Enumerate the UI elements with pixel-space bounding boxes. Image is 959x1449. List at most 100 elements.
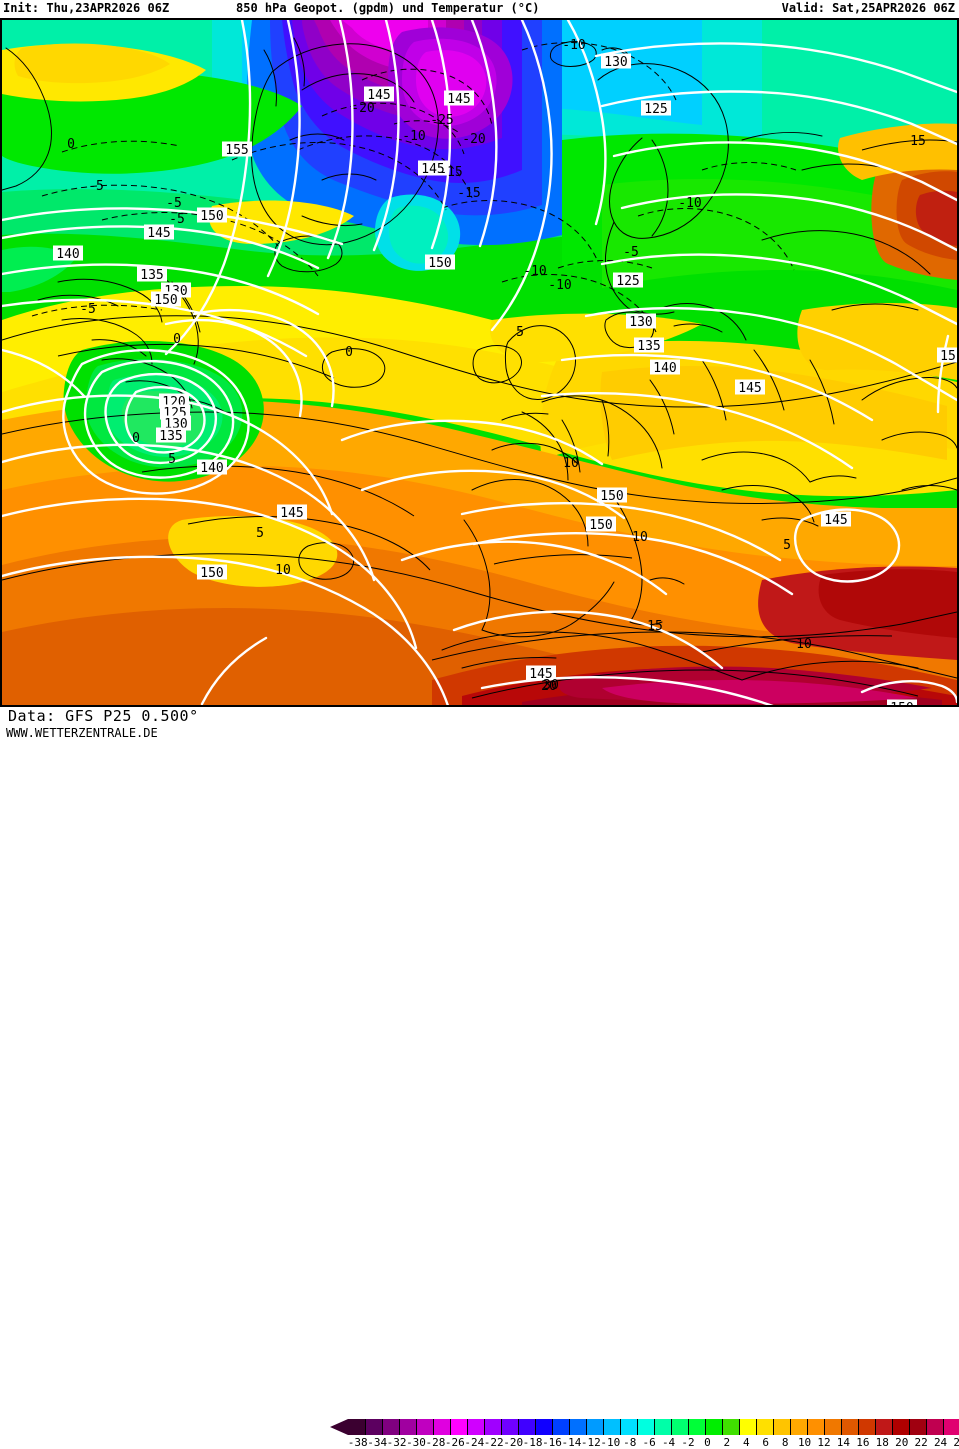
geopotential-label-box: [156, 427, 186, 443]
temperature-label: -20: [351, 101, 374, 116]
colorbar-cell: [518, 1419, 535, 1435]
geopotential-label-box: [887, 699, 917, 705]
weather-map-canvas[interactable]: 1551501451401351301501451451451301251501…: [2, 20, 957, 705]
temperature-label: 5: [783, 538, 791, 553]
colorbar-cell: [892, 1419, 909, 1435]
temperature-label: 0: [345, 345, 353, 360]
temperature-label: -10: [562, 38, 585, 53]
colorbar-cell: [382, 1419, 399, 1435]
temperature-label: -10: [523, 264, 546, 279]
temperature-label: 5: [256, 526, 264, 541]
geopotential-label: 145: [738, 381, 761, 396]
geopotential-label: 135: [140, 268, 163, 283]
geopotential-label-box: [526, 665, 556, 681]
geopotential-label-box: [197, 564, 227, 580]
geopotential-label-box: [634, 337, 664, 353]
colorbar-cell: [603, 1419, 620, 1435]
geopotential-label: 130: [604, 55, 627, 70]
geopotential-label: 145: [147, 226, 170, 241]
colorbar-cell: [671, 1419, 688, 1435]
geopotential-label: 125: [644, 102, 667, 117]
colorbar-cell: [909, 1419, 926, 1435]
geopotential-label: 150: [200, 566, 223, 581]
geopotential-label: 125: [616, 274, 639, 289]
geopotential-label: 135: [637, 339, 660, 354]
colorbar-cell: [552, 1419, 569, 1435]
temperature-label: 10: [563, 456, 579, 471]
temperature-label: -5: [80, 302, 96, 317]
colorbar-cell: [535, 1419, 552, 1435]
colorbar-cell: [569, 1419, 586, 1435]
colorbar-cell: [484, 1419, 501, 1435]
geopotential-label: 145: [421, 162, 444, 177]
geopotential-label: 130: [629, 315, 652, 330]
geopotential-label-box: [937, 347, 957, 363]
colorbar-cell: [722, 1419, 739, 1435]
colorbar-cell: [926, 1419, 943, 1435]
colorbar-cell: [688, 1419, 705, 1435]
colorbar-cell: [586, 1419, 603, 1435]
temperature-label: 5: [516, 325, 524, 340]
temperature-label: 10: [275, 563, 291, 578]
geopotential-label: 15: [940, 349, 956, 364]
geopotential-label: 140: [200, 461, 223, 476]
colorbar-cell: [637, 1419, 654, 1435]
colorbar-left-arrow: [330, 1419, 348, 1435]
geopotential-label-box: [821, 511, 851, 527]
geopotential-label-box: [626, 313, 656, 329]
colorbar-tick-label: 26: [953, 1436, 959, 1449]
geopotential-label: 145: [529, 667, 552, 682]
colorbar-cell: [620, 1419, 637, 1435]
page-title: 850 hPa Geopot. (gpdm) und Temperatur (°…: [236, 1, 540, 15]
temperature-label: -5: [169, 212, 185, 227]
temperature-colorbar[interactable]: -38 -34 -32 -30 -28 -26 -24 -22 -20 -18 -16 -14 -12-…: [330, 1418, 959, 1449]
colorbar-cell: [756, 1419, 773, 1435]
geopotential-label-box: [161, 415, 191, 431]
geopotential-label: 150: [600, 489, 623, 504]
colorbar-cell: [790, 1419, 807, 1435]
colorbar-cell: [654, 1419, 671, 1435]
geopotential-label: 145: [280, 506, 303, 521]
geopotential-label-box: [53, 245, 83, 261]
chart-header: Init: Thu,23APR2026 06Z 850 hPa Geopot. …: [0, 0, 959, 18]
data-source-label: Data: GFS P25 0.500°: [8, 707, 199, 725]
temperature-label: -10: [548, 278, 571, 293]
geopotential-label-box: [425, 254, 455, 270]
temperature-label: 10: [796, 637, 812, 652]
geopotential-label: 140: [653, 361, 676, 376]
chart-footer: Data: GFS P25 0.500° WWW.WETTERZENTRALE.…: [0, 707, 959, 1449]
temperature-label: -5: [623, 245, 639, 260]
temperature-label: 0: [173, 332, 181, 347]
geopotential-label-box: [613, 272, 643, 288]
geopotential-label: 150: [428, 256, 451, 271]
geopotential-label-box: [641, 100, 671, 116]
temperature-label: 0: [67, 137, 75, 152]
geopotential-label-box: [650, 359, 680, 375]
temperature-label: -5: [166, 196, 182, 211]
colorbar-cell: [943, 1419, 959, 1435]
colorbar-cell: [501, 1419, 518, 1435]
geopotential-label-box: [144, 224, 174, 240]
temperature-label: 5: [168, 452, 176, 467]
geopotential-label: 155: [225, 143, 248, 158]
geopotential-label-box: [137, 266, 167, 282]
geopotential-label-box: [197, 207, 227, 223]
colorbar-cell: [450, 1419, 467, 1435]
colorbar-cell: [705, 1419, 722, 1435]
colorbar-cell: [875, 1419, 892, 1435]
geopotential-label-box: [197, 459, 227, 475]
init-time-label: Init: Thu,23APR2026 06Z: [3, 1, 170, 15]
geopotential-label: 150: [589, 518, 612, 533]
geopotential-label-box: [364, 86, 394, 102]
colorbar-cell: [365, 1419, 382, 1435]
geopotential-label: 145: [447, 92, 470, 107]
colorbar-cell: [467, 1419, 484, 1435]
map-panel[interactable]: 1551501451401351301501451451451301251501…: [0, 18, 959, 707]
temperature-label: 10: [632, 530, 648, 545]
geopotential-label-box: [418, 160, 448, 176]
temperature-label: -10: [402, 129, 425, 144]
valid-time-label: Valid: Sat,25APR2026 06Z: [781, 1, 955, 15]
temperature-label: -20: [462, 132, 485, 147]
geopotential-label-box: [277, 504, 307, 520]
